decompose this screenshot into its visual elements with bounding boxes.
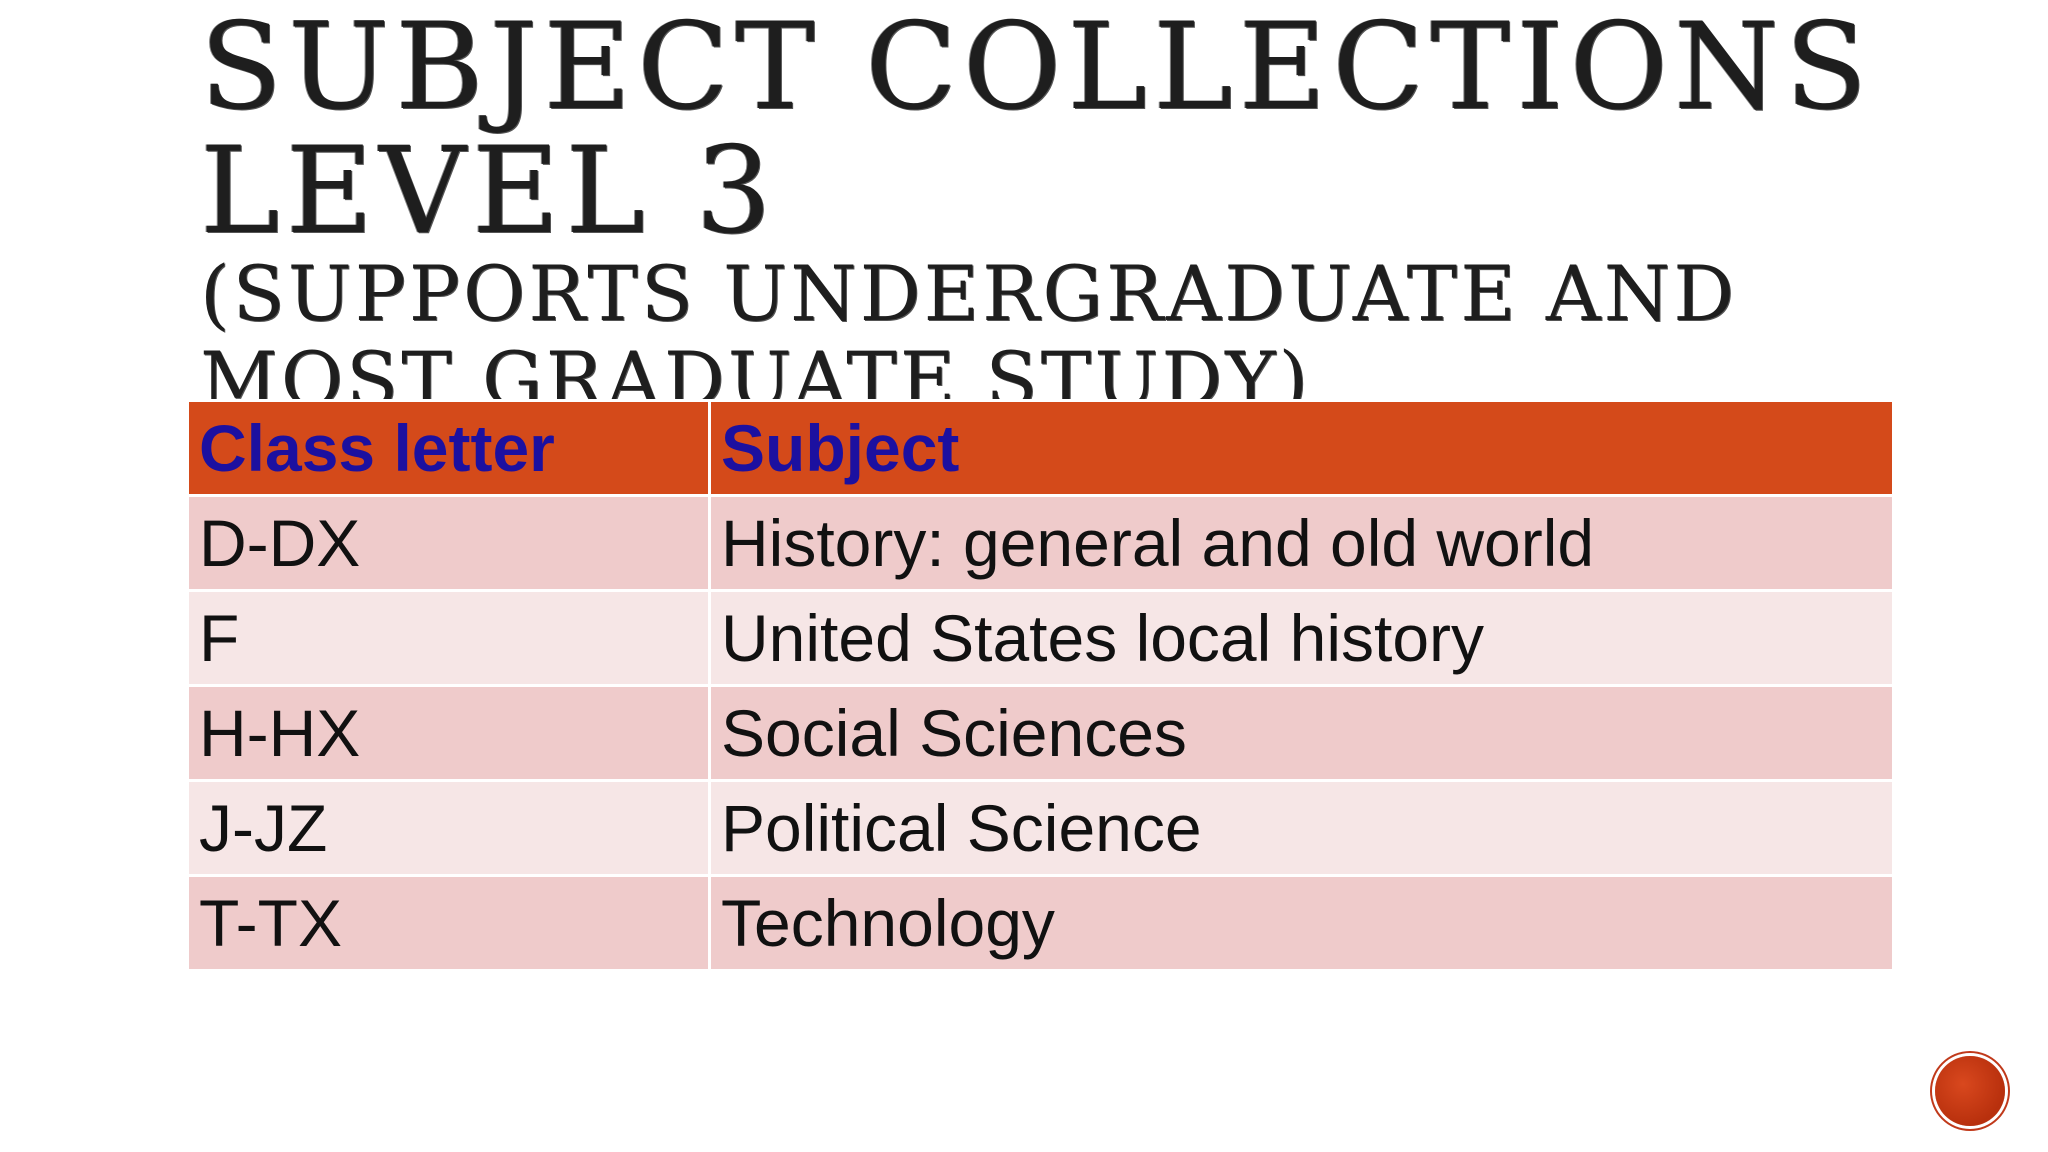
slide-title: Subject Collections in Level 3 (Supports…: [200, 6, 1900, 402]
table-row: F United States local history: [186, 589, 1895, 687]
subject-cell: United States local history: [708, 589, 1895, 687]
table-row: H-HX Social Sciences: [186, 684, 1895, 782]
class-letter-cell: F: [186, 589, 711, 687]
title-line-2: Level 3: [200, 122, 778, 261]
subject-cell: Technology: [708, 874, 1895, 972]
circle-button-icon[interactable]: [1935, 1056, 2005, 1126]
class-letter-cell: J-JZ: [186, 779, 711, 877]
table-header-row: Class letter Subject: [186, 399, 1895, 497]
class-letter-cell: H-HX: [186, 684, 711, 782]
subtitle-line-1: (Supports undergraduate and: [200, 249, 1738, 338]
subject-cell: Political Science: [708, 779, 1895, 877]
subject-collections-table: Class letter Subject D-DX History: gener…: [186, 399, 1895, 972]
header-class-letter: Class letter: [186, 399, 711, 497]
table-row: T-TX Technology: [186, 874, 1895, 972]
subject-cell: Social Sciences: [708, 684, 1895, 782]
class-letter-cell: D-DX: [186, 494, 711, 592]
subject-cell: History: general and old world: [708, 494, 1895, 592]
header-subject: Subject: [708, 399, 1895, 497]
subtitle-line-2: most graduate study): [200, 335, 1312, 402]
class-letter-cell: T-TX: [186, 874, 711, 972]
table-row: J-JZ Political Science: [186, 779, 1895, 877]
table-row: D-DX History: general and old world: [186, 494, 1895, 592]
title-line-1: Subject Collections in: [200, 6, 1900, 137]
